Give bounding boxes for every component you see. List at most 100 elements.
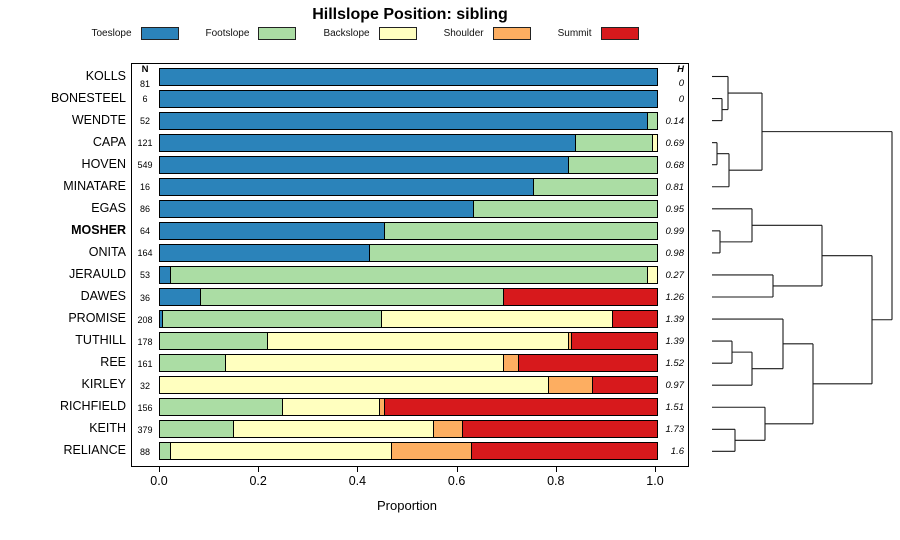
x-axis-tick-label: 1.0 <box>646 474 664 488</box>
stacked-bar-capa <box>159 133 658 152</box>
h-column-header: H <box>677 64 684 75</box>
row-label-jerauld: JERAULD <box>69 266 126 281</box>
bar-segment-footslope <box>199 289 503 305</box>
x-axis-tick <box>159 467 160 472</box>
x-axis-tick-label: 0.6 <box>447 474 466 488</box>
n-value: 208 <box>137 314 153 325</box>
legend-swatch <box>258 27 297 40</box>
h-value: 1.52 <box>665 358 685 370</box>
legend-label: Summit <box>557 28 592 39</box>
bar-segment-shoulder <box>378 399 384 416</box>
bar-segment-toeslope <box>160 134 575 151</box>
h-value: 1.39 <box>665 336 685 348</box>
n-value: 549 <box>137 160 153 171</box>
bar-segment-toeslope <box>160 178 533 195</box>
h-value: 1.39 <box>665 314 685 326</box>
h-value: 1.26 <box>665 292 685 303</box>
bar-segment-shoulder <box>547 377 593 394</box>
bar-segment-footslope <box>473 200 657 217</box>
bar-segment-shoulder <box>433 421 462 438</box>
bar-segment-backslope <box>281 399 379 416</box>
x-axis-title: Proportion <box>377 498 437 513</box>
n-value: 16 <box>139 182 150 193</box>
bar-segment-toeslope <box>160 68 657 85</box>
bar-segment-toeslope <box>160 156 568 173</box>
bar-segment-footslope <box>567 156 657 173</box>
stacked-bar-jerauld <box>159 265 658 284</box>
row-label-richfield: RICHFIELD <box>60 399 126 414</box>
h-value: 0.27 <box>665 269 685 281</box>
bar-segment-footslope <box>162 311 382 328</box>
legend-swatch <box>140 27 179 40</box>
n-value: 52 <box>139 116 150 127</box>
h-value: 0.99 <box>665 225 685 237</box>
plot-frame <box>131 63 689 467</box>
n-value: 164 <box>137 248 153 259</box>
bar-segment-footslope <box>383 222 657 239</box>
stacked-bar-onita <box>159 243 658 262</box>
bar-segment-toeslope <box>160 112 648 129</box>
legend-label: Backslope <box>323 28 370 39</box>
bar-segment-summit <box>502 289 657 305</box>
row-label-ree: REE <box>100 355 126 370</box>
n-value: 6 <box>142 94 148 105</box>
legend-item-shoulder: Shoulder <box>444 27 531 40</box>
chart-title: Hillslope Position: sibling <box>312 6 508 23</box>
x-axis-tick <box>456 467 458 472</box>
bar-segment-footslope <box>574 134 653 151</box>
n-value: 156 <box>137 402 153 413</box>
bar-segment-footslope <box>647 112 657 129</box>
stacked-bar-tuthill <box>159 332 658 351</box>
bar-segment-toeslope <box>160 289 200 305</box>
stacked-bar-egas <box>159 199 658 218</box>
h-value: 0.95 <box>665 203 685 215</box>
bar-segment-backslope <box>652 134 657 151</box>
row-label-capa: CAPA <box>92 134 126 149</box>
row-label-kirley: KIRLEY <box>81 377 126 392</box>
bar-segment-backslope <box>381 311 613 328</box>
stacked-bar-kirley <box>159 376 658 395</box>
n-value: 121 <box>137 138 153 149</box>
bar-segment-summit <box>470 443 657 460</box>
bar-segment-footslope <box>160 399 282 416</box>
legend-swatch <box>378 27 417 40</box>
stacked-bar-keith <box>159 420 658 439</box>
row-label-wendte: WENDTE <box>71 112 126 127</box>
legend-item-footslope: Footslope <box>206 27 297 40</box>
row-label-reliance: RELIANCE <box>63 443 126 458</box>
bar-segment-footslope <box>160 355 225 372</box>
legend-item-summit: Summit <box>558 27 639 40</box>
bar-segment-backslope <box>224 355 503 372</box>
bar-segment-backslope <box>160 377 548 394</box>
bar-segment-summit <box>383 399 657 416</box>
stacked-bar-kolls <box>159 67 658 86</box>
stacked-bar-promise <box>159 310 658 329</box>
row-label-keith: KEITH <box>89 421 126 436</box>
legend-label: Shoulder <box>443 28 484 39</box>
legend-swatch <box>600 27 639 40</box>
n-value: 86 <box>139 204 150 215</box>
h-value: 1.51 <box>665 402 685 414</box>
bar-segment-footslope <box>532 178 657 195</box>
n-value: 32 <box>139 380 150 391</box>
row-label-egas: EGAS <box>91 200 126 215</box>
stacked-bar-hoven <box>159 155 658 174</box>
x-axis-tick-label: 0.0 <box>150 474 168 488</box>
legend-label: Toeslope <box>91 28 132 39</box>
bar-segment-backslope <box>169 443 392 460</box>
row-label-dawes: DAWES <box>80 289 126 303</box>
legend-item-toeslope: Toeslope <box>91 27 179 40</box>
h-value: 0.69 <box>665 137 685 149</box>
x-axis-tick <box>357 467 359 472</box>
n-value: 64 <box>139 226 150 237</box>
x-axis-tick-label: 0.2 <box>249 474 267 488</box>
row-label-hoven: HOVEN <box>81 156 126 171</box>
bar-segment-summit <box>612 311 657 328</box>
h-value: 0.14 <box>665 115 685 127</box>
n-value: 178 <box>137 336 153 347</box>
x-axis-tick <box>655 467 656 472</box>
bar-segment-toeslope <box>160 200 474 217</box>
stacked-bar-mosher <box>159 221 658 240</box>
bar-segment-shoulder <box>391 443 471 460</box>
